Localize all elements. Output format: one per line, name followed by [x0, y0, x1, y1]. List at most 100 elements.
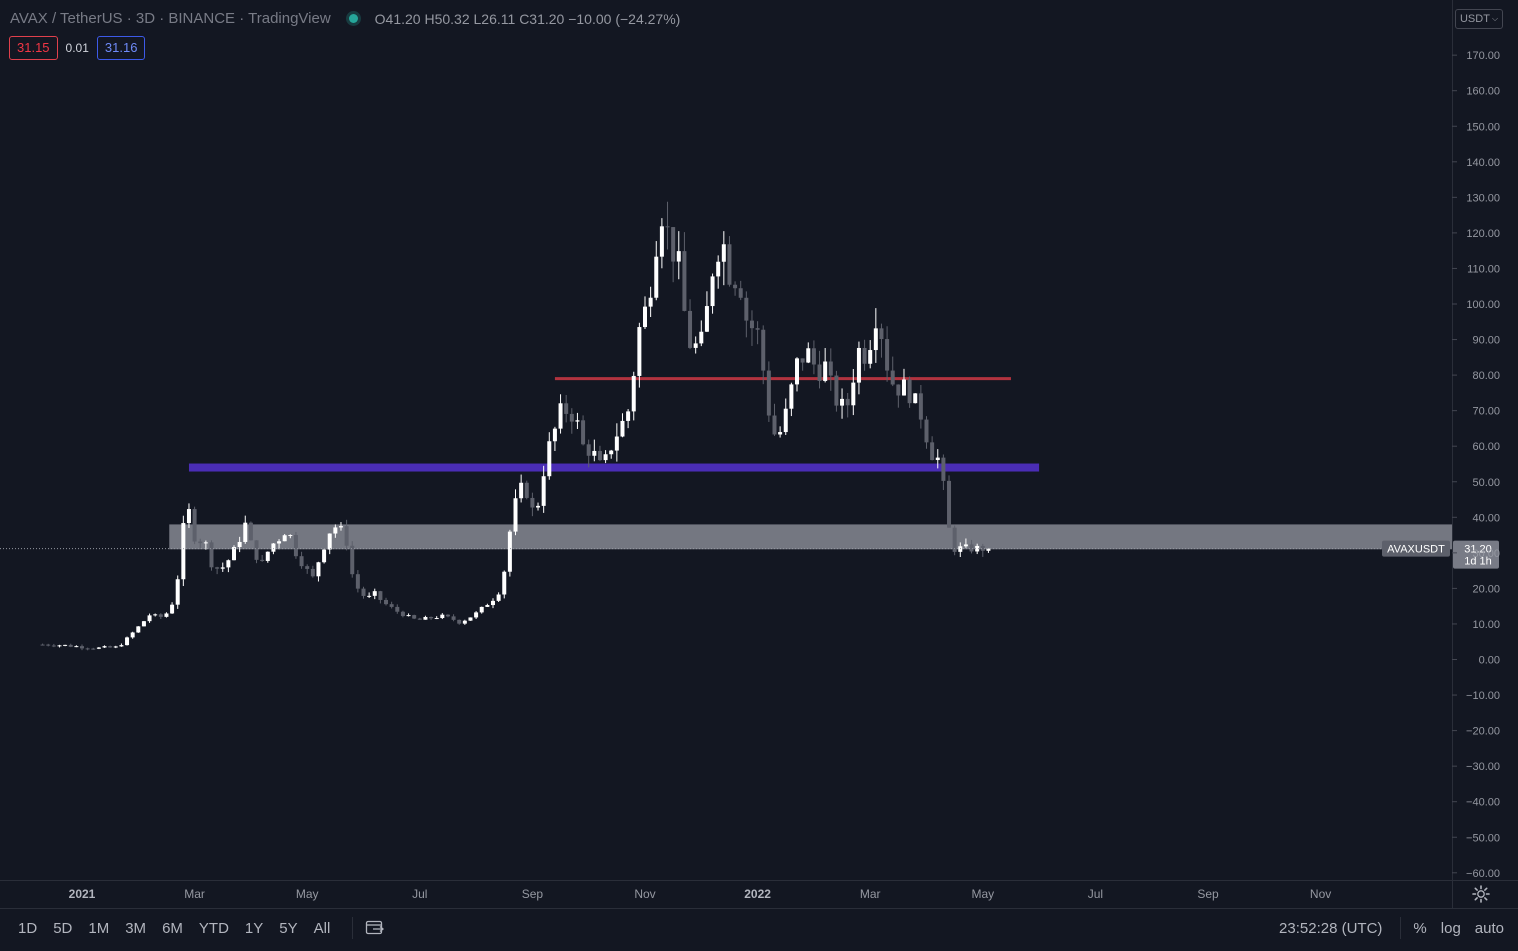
range-1m[interactable]: 1M — [88, 919, 110, 937]
candle-up — [322, 549, 327, 563]
candle-down — [305, 566, 310, 569]
candle-down — [260, 559, 265, 561]
candle-up — [462, 620, 467, 624]
candle-up — [823, 361, 828, 381]
symbol-legend: AVAX / TetherUS · 3D · BINANCE · Trading… — [10, 10, 680, 27]
range-5d[interactable]: 5D — [53, 919, 73, 937]
candle-up — [277, 541, 282, 544]
last-price-value: 31.20 — [1464, 544, 1492, 556]
go-to-date-button[interactable] — [352, 917, 385, 939]
x-tick-label: Sep — [522, 887, 544, 901]
candle-up — [507, 531, 512, 572]
candle-up — [136, 626, 141, 633]
utc-clock[interactable]: 23:52:28 (UTC) — [1279, 919, 1383, 937]
x-tick-label: May — [296, 887, 319, 901]
candle-down — [400, 611, 405, 617]
candle-down — [885, 339, 890, 371]
axes: 170.00 160.00 150.00 140.00 130.00 120.00 110.… — [0, 0, 1518, 909]
candle-down — [417, 618, 422, 620]
candle-up — [440, 614, 445, 619]
candle-up — [778, 432, 783, 435]
candle-down — [952, 527, 957, 552]
candle-down — [727, 244, 732, 285]
candle-down — [845, 398, 850, 406]
candle-up — [704, 306, 709, 332]
candle-up — [693, 343, 698, 348]
candle-down — [158, 614, 163, 617]
candle-down — [947, 480, 952, 528]
candle-down — [980, 545, 985, 551]
auto-scale-toggle[interactable]: auto — [1474, 919, 1504, 937]
y-tick-label: 120.00 — [1466, 228, 1500, 240]
y-tick-label: 20.00 — [1472, 583, 1500, 595]
range-ytd[interactable]: YTD — [198, 919, 229, 937]
candle-up — [232, 547, 237, 561]
candle-up — [592, 450, 597, 456]
range-3m[interactable]: 3M — [125, 919, 147, 937]
candle-up — [96, 647, 101, 649]
y-tick-label: 90.00 — [1472, 335, 1500, 347]
range-6m[interactable]: 6M — [162, 919, 183, 937]
symbol-title[interactable]: AVAX / TetherUS · 3D · BINANCE · Trading… — [10, 10, 331, 27]
candle-up — [975, 545, 980, 552]
candle-down — [46, 644, 51, 646]
candle-up — [282, 535, 287, 542]
x-tick-label: Jul — [1088, 887, 1103, 901]
y-tick-label: 70.00 — [1472, 406, 1500, 418]
candle-down — [412, 615, 417, 619]
currency-selector[interactable]: USDT ⌵ — [1455, 9, 1503, 29]
candle-up — [631, 375, 636, 412]
y-tick-label: 80.00 — [1472, 370, 1500, 382]
candle-down — [378, 591, 383, 600]
range-all[interactable]: All — [313, 919, 331, 937]
candle-down — [834, 375, 839, 406]
candle-up — [502, 571, 507, 595]
candle-down — [862, 347, 867, 364]
candle-up — [63, 644, 68, 646]
candle-down — [85, 648, 90, 650]
candle-down — [355, 574, 360, 589]
candle-down — [248, 522, 253, 541]
buy-price-button[interactable]: 31.16 — [96, 36, 146, 60]
candle-down — [384, 599, 389, 605]
percent-scale-toggle[interactable]: % — [1413, 919, 1427, 937]
candle-up — [659, 226, 664, 257]
candle-up — [423, 616, 428, 620]
candle-down — [772, 415, 777, 435]
range-1y[interactable]: 1Y — [244, 919, 264, 937]
candle-up — [141, 621, 146, 627]
candle-down — [389, 604, 394, 607]
scale-tools: 23:52:28 (UTC) % log auto — [1279, 917, 1518, 939]
x-tick-label: Nov — [1310, 887, 1331, 901]
y-tick-label: 150.00 — [1466, 121, 1500, 133]
candle-up — [474, 612, 479, 618]
candle-down — [924, 419, 929, 443]
candle-down — [738, 288, 743, 298]
x-tick-label: 2021 — [69, 887, 96, 901]
candle-up — [626, 411, 631, 421]
sell-price-button[interactable]: 31.15 — [9, 36, 58, 60]
candle-up — [513, 498, 518, 532]
candle-down — [293, 535, 298, 557]
log-scale-toggle[interactable]: log — [1440, 919, 1461, 937]
candle-up — [102, 646, 107, 648]
candle-up — [175, 579, 180, 605]
chevron-down-icon: ⌵ — [1491, 14, 1499, 23]
candle-up — [338, 526, 343, 528]
candle-up — [637, 327, 642, 376]
candle-up — [372, 591, 377, 596]
x-tick-label: 2022 — [744, 887, 771, 901]
y-tick-label: −40.00 — [1466, 797, 1500, 809]
y-tick-label: 160.00 — [1466, 86, 1500, 98]
range-5y[interactable]: 5Y — [279, 919, 298, 937]
candle-down — [254, 540, 259, 560]
candle-up — [901, 379, 906, 396]
bottom-toolbar: 1D 5D 1M 3M 6M YTD 1Y 5Y All 23:52:28 (U… — [0, 910, 1518, 946]
candle-up — [873, 328, 878, 351]
gear-icon[interactable] — [1471, 884, 1491, 904]
candle-down — [586, 444, 591, 456]
market-status-icon — [348, 14, 358, 23]
range-1d[interactable]: 1D — [18, 919, 38, 937]
